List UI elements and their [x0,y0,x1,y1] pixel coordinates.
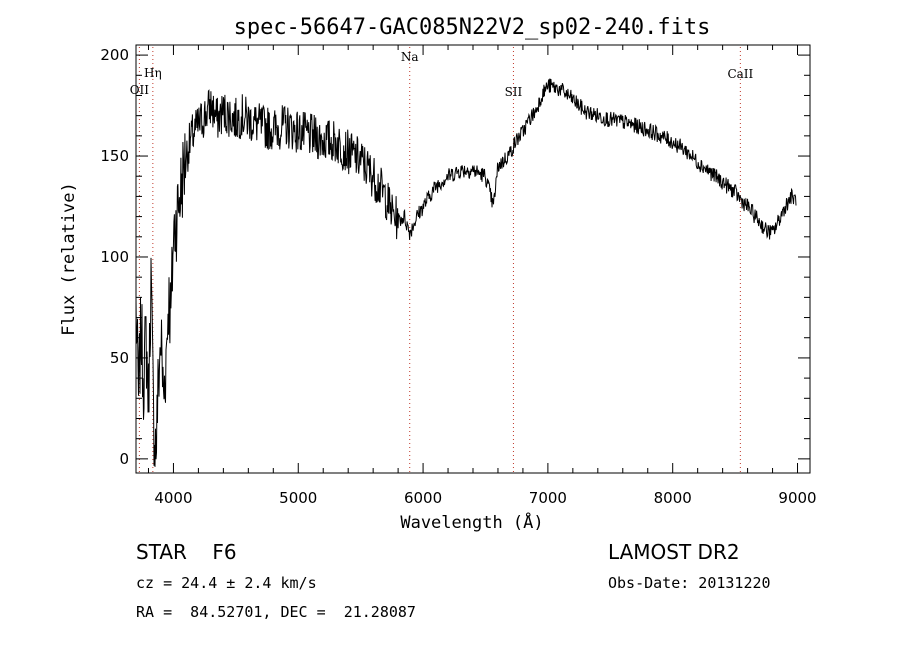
x-tick-label: 8000 [654,489,692,507]
survey-name: LAMOST DR2 [608,540,740,564]
sky-coordinates: RA = 84.52701, DEC = 21.28087 [136,603,416,621]
redshift-velocity: cz = 24.4 ± 2.4 km/s [136,574,317,592]
line-marker-label: OII [130,83,150,97]
y-tick-label: 150 [100,147,129,165]
plot-frame [135,44,811,474]
chart-title: spec-56647-GAC085N22V2_sp02-240.fits [234,15,711,40]
y-tick-label: 200 [100,46,129,64]
axis-ticks: 4000 5000 6000 7000 8000 9000 0 50 100 150 200 [100,45,817,507]
line-marker-label: SII [505,85,523,99]
line-marker-label: Na [401,50,419,64]
emission-line-markers: OII Hη Na SII CaII [130,47,754,473]
object-class: STAR F6 [136,540,237,564]
line-marker-label: CaII [727,67,753,81]
x-tick-label: 6000 [404,489,442,507]
x-tick-label: 9000 [778,489,816,507]
y-axis-label: Flux (relative) [59,182,79,336]
x-axis-label: Wavelength (Å) [400,511,543,533]
x-tick-label: 7000 [529,489,567,507]
spectrum-series-line [135,78,797,467]
line-marker-label: Hη [144,66,162,80]
x-tick-label: 4000 [154,489,192,507]
y-tick-label: 0 [119,450,129,468]
y-tick-label: 100 [100,248,129,266]
y-tick-label: 50 [110,349,129,367]
x-tick-label: 5000 [279,489,317,507]
observation-date: Obs-Date: 20131220 [608,574,771,592]
